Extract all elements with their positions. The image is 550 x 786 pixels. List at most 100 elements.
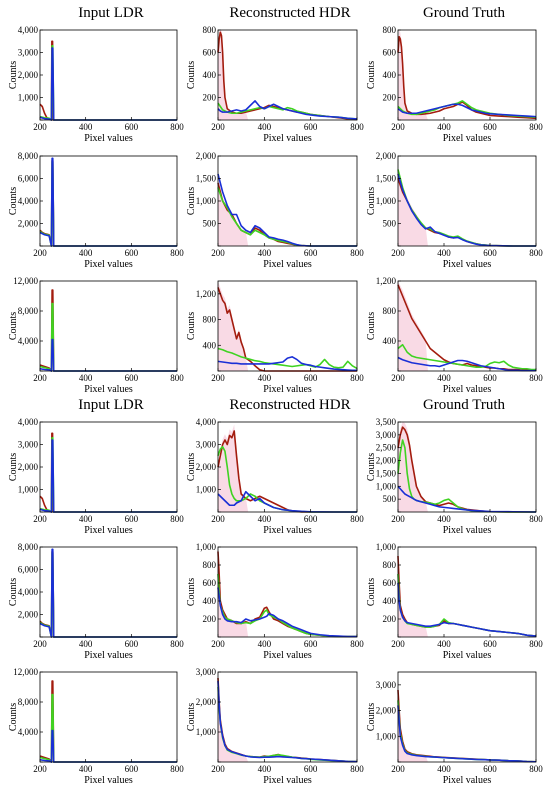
x-tick-label: 600	[304, 122, 318, 132]
x-tick-label: 600	[483, 639, 497, 649]
x-tick-label: 600	[304, 373, 318, 383]
x-tick-label: 800	[170, 373, 184, 383]
column-titles-bottom: Input LDR Reconstructed HDR Ground Truth	[78, 397, 505, 413]
y-tick-label: 2,000	[18, 462, 39, 472]
x-tick-label: 400	[79, 248, 93, 258]
y-tick-label: 4,000	[18, 587, 39, 597]
x-tick-label: 600	[125, 248, 139, 258]
x-tick-label: 200	[391, 373, 405, 383]
series-line-blue	[39, 47, 177, 121]
series-line-blue	[217, 100, 358, 120]
y-tick-label: 1,000	[196, 727, 217, 737]
y-tick-label: 400	[203, 596, 217, 606]
x-axis-label: Pixel values	[84, 525, 133, 536]
plot-frame	[397, 280, 537, 372]
x-tick-label: 200	[391, 764, 405, 774]
density-shade	[398, 173, 428, 246]
x-tick-label: 800	[170, 122, 184, 132]
x-tick-label: 200	[211, 248, 225, 258]
y-tick-label: 400	[383, 596, 397, 606]
y-axis-label: Counts	[8, 61, 19, 89]
series-line-green	[39, 436, 177, 513]
y-axis-label: Counts	[366, 61, 377, 89]
plot-frame	[39, 421, 178, 513]
series-line-blue	[397, 173, 536, 247]
x-tick-label: 200	[33, 514, 47, 524]
y-tick-label: 400	[203, 340, 217, 350]
y-tick-label: 4,000	[196, 417, 217, 427]
y-tick-label: 3,000	[376, 680, 397, 690]
series-line-blue	[217, 680, 358, 763]
y-tick-label: 4,000	[18, 25, 39, 35]
x-axis-label: Pixel values	[263, 525, 312, 536]
y-axis-label: Counts	[8, 703, 19, 731]
plot-frame	[217, 29, 358, 121]
y-tick-label: 1,500	[196, 174, 217, 184]
y-tick-label: 400	[203, 70, 217, 80]
y-tick-label: 3,000	[196, 440, 217, 450]
x-tick-label: 800	[529, 122, 543, 132]
x-tick-label: 600	[125, 764, 139, 774]
y-tick-label: 8,000	[18, 306, 39, 316]
column-title-input-ldr: Input LDR	[78, 5, 143, 21]
x-tick-label: 400	[79, 764, 93, 774]
y-axis-label: Counts	[8, 187, 19, 215]
y-tick-label: 200	[203, 93, 217, 103]
x-tick-label: 400	[79, 122, 93, 132]
x-axis-label: Pixel values	[443, 775, 492, 786]
y-tick-label: 8,000	[18, 697, 39, 707]
y-tick-label: 3,500	[376, 417, 397, 427]
y-tick-label: 3,000	[18, 440, 39, 450]
x-tick-label: 800	[529, 373, 543, 383]
column-title-ground-truth: Ground Truth	[423, 397, 506, 413]
histogram-panel-ldr-6: 200 400 600 800 4,000 8,000 12,000 Pixel values…	[8, 667, 184, 786]
y-tick-label: 1,000	[196, 196, 217, 206]
y-tick-label: 400	[383, 70, 397, 80]
series-line-green	[217, 686, 358, 763]
y-tick-label: 500	[383, 494, 397, 504]
y-tick-label: 1,500	[376, 468, 397, 478]
histogram-panel-ldr-2: 200 400 600 800 2,000 4,000 6,000 8,000 Pixel va…	[8, 151, 184, 270]
histogram-panel-rec-6: 200 400 600 800 1,000 2,000 3,000 Pixel values C…	[186, 667, 364, 786]
y-tick-label: 2,000	[18, 70, 39, 80]
series-line-green	[217, 347, 358, 370]
x-tick-label: 200	[33, 122, 47, 132]
plot-frame	[39, 29, 178, 121]
histogram-panel-gt-6: 200 400 600 800 1,000 2,000 3,000 Pixel values C…	[366, 671, 543, 786]
y-tick-label: 400	[383, 336, 397, 346]
histogram-panel-gt-3: 200 400 600 800 400 800 1,200 Pixel values Count…	[366, 276, 543, 395]
histogram-panel-rec-1: 200 400 600 800 200 400 600 800 Pixel values Coun…	[186, 25, 364, 144]
histogram-panel-ldr-3: 200 400 600 800 4,000 8,000 12,000 Pixel values…	[8, 276, 184, 395]
series-line-red	[39, 680, 177, 763]
x-tick-label: 400	[258, 514, 272, 524]
series-line-blue	[397, 582, 537, 637]
x-axis-label: Pixel values	[443, 259, 492, 270]
y-tick-label: 600	[203, 48, 217, 58]
plot-frame	[397, 29, 537, 121]
plot-frame	[397, 546, 537, 638]
histogram-panel-rec-3: 200 400 600 800 400 800 1,200 Pixel values Count…	[186, 280, 364, 395]
y-axis-label: Counts	[366, 578, 377, 606]
series-line-blue	[217, 490, 357, 513]
column-titles-top: Input LDR Reconstructed HDR Ground Truth	[78, 5, 505, 21]
x-tick-label: 400	[258, 373, 272, 383]
x-tick-label: 400	[258, 248, 272, 258]
x-tick-label: 200	[33, 373, 47, 383]
y-tick-label: 8,000	[18, 542, 39, 552]
x-tick-label: 400	[437, 373, 451, 383]
x-tick-label: 800	[170, 514, 184, 524]
series-line-red	[39, 289, 177, 372]
y-tick-label: 200	[383, 93, 397, 103]
series-line-blue	[217, 173, 357, 247]
series-line-green	[397, 700, 537, 763]
y-tick-label: 6,000	[18, 174, 39, 184]
series-line-green	[39, 302, 177, 372]
x-tick-label: 800	[170, 764, 184, 774]
y-tick-label: 200	[203, 614, 217, 624]
x-tick-label: 800	[529, 248, 543, 258]
density-shade	[218, 177, 249, 246]
series-line-blue	[39, 157, 177, 247]
x-tick-label: 800	[529, 764, 543, 774]
x-tick-label: 400	[79, 373, 93, 383]
